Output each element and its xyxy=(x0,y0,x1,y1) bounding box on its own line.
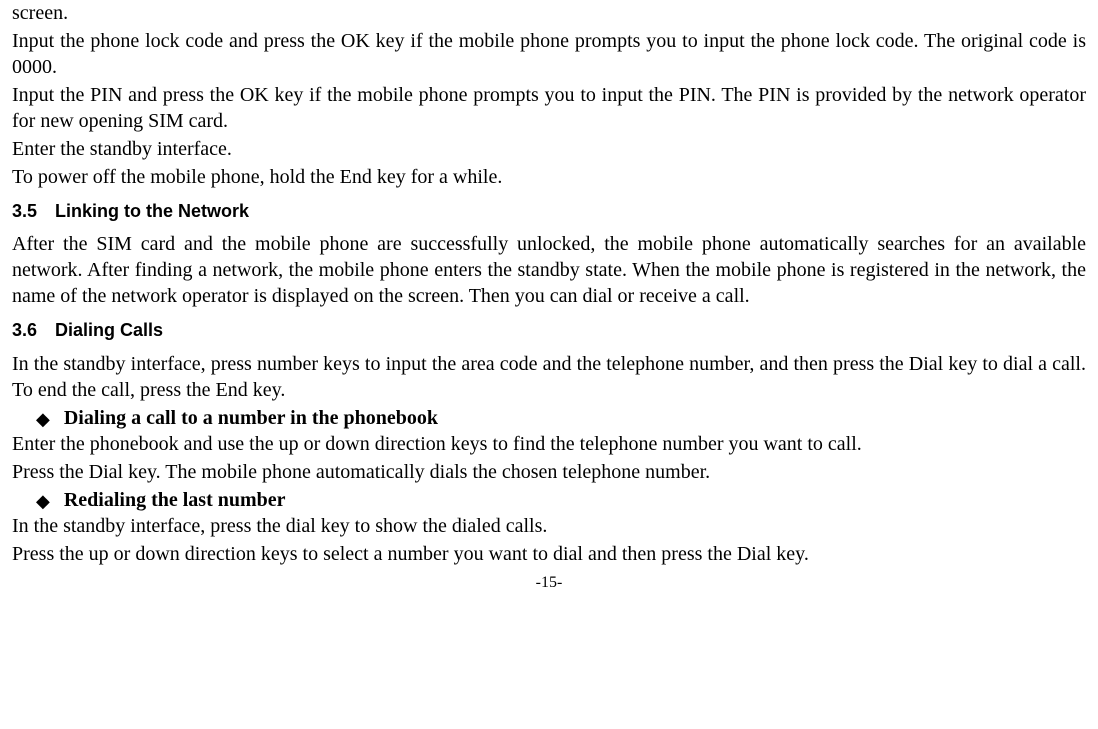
body-text: Press the up or down direction keys to s… xyxy=(12,541,1086,567)
bullet-heading: Dialing a call to a number in the phoneb… xyxy=(64,405,438,431)
section-heading-3-5: 3.5 Linking to the Network xyxy=(12,200,1086,223)
body-text: Input the phone lock code and press the … xyxy=(12,28,1086,80)
body-text: Enter the standby interface. xyxy=(12,136,1086,162)
section-heading-3-6: 3.6 Dialing Calls xyxy=(12,319,1086,342)
diamond-bullet-icon: ◆ xyxy=(36,410,50,428)
bullet-item: ◆ Redialing the last number xyxy=(36,487,1086,513)
body-text: Press the Dial key. The mobile phone aut… xyxy=(12,459,1086,485)
page-number: -15- xyxy=(12,573,1086,594)
body-text: In the standby interface, press number k… xyxy=(12,351,1086,403)
body-text: To power off the mobile phone, hold the … xyxy=(12,164,1086,190)
body-text: Input the PIN and press the OK key if th… xyxy=(12,82,1086,134)
bullet-heading: Redialing the last number xyxy=(64,487,286,513)
body-text: In the standby interface, press the dial… xyxy=(12,513,1086,539)
body-text: screen. xyxy=(12,0,1086,26)
body-text: After the SIM card and the mobile phone … xyxy=(12,231,1086,309)
body-text: Enter the phonebook and use the up or do… xyxy=(12,431,1086,457)
diamond-bullet-icon: ◆ xyxy=(36,492,50,510)
bullet-item: ◆ Dialing a call to a number in the phon… xyxy=(36,405,1086,431)
